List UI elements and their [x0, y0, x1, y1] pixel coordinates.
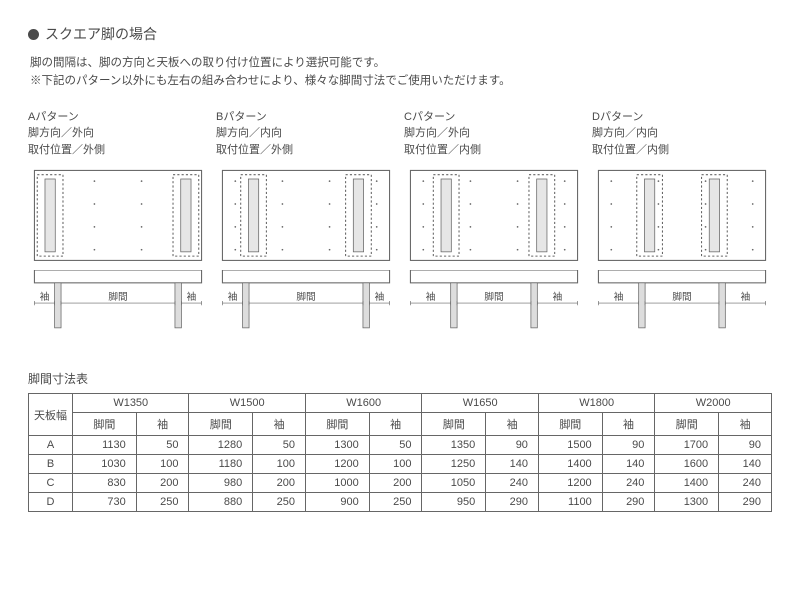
side-view-diagram: 袖 脚間 袖: [404, 270, 584, 350]
dimension-table: 天板幅W1350W1500W1600W1650W1800W2000脚間袖脚間袖脚…: [28, 393, 772, 512]
side-view-diagram: 袖 脚間 袖: [592, 270, 772, 350]
svg-text:袖: 袖: [553, 291, 563, 303]
pattern-direction: 脚方向／外向: [404, 125, 584, 142]
svg-text:袖: 袖: [375, 291, 385, 303]
pattern-block: Bパターン 脚方向／内向 取付位置／外側 袖 脚間 袖: [216, 109, 396, 350]
svg-text:袖: 袖: [187, 291, 197, 303]
table-title: 脚間寸法表: [28, 370, 772, 387]
title-text: スクエア脚の場合: [45, 24, 157, 44]
pattern-labels: Aパターン 脚方向／外向 取付位置／外側: [28, 109, 208, 159]
intro-line: 脚の間隔は、脚の方向と天板への取り付け位置により選択可能です。: [30, 54, 772, 72]
section-heading: スクエア脚の場合: [28, 24, 772, 44]
bullet-icon: [28, 29, 39, 40]
svg-text:脚間: 脚間: [296, 292, 315, 303]
svg-text:脚間: 脚間: [108, 292, 127, 303]
pattern-name: Dパターン: [592, 109, 772, 126]
pattern-position: 取付位置／外側: [216, 142, 396, 159]
intro-text: 脚の間隔は、脚の方向と天板への取り付け位置により選択可能です。 ※下記のパターン…: [30, 54, 772, 91]
pattern-direction: 脚方向／外向: [28, 125, 208, 142]
top-view-diagram: [404, 164, 584, 270]
pattern-direction: 脚方向／内向: [592, 125, 772, 142]
svg-text:脚間: 脚間: [484, 292, 503, 303]
pattern-block: Cパターン 脚方向／外向 取付位置／内側 袖 脚間 袖: [404, 109, 584, 350]
svg-text:袖: 袖: [228, 291, 238, 303]
pattern-block: Dパターン 脚方向／内向 取付位置／内側 袖 脚間 袖: [592, 109, 772, 350]
pattern-labels: Bパターン 脚方向／内向 取付位置／外側: [216, 109, 396, 159]
pattern-labels: Cパターン 脚方向／外向 取付位置／内側: [404, 109, 584, 159]
svg-text:袖: 袖: [741, 291, 751, 303]
pattern-position: 取付位置／外側: [28, 142, 208, 159]
pattern-name: Bパターン: [216, 109, 396, 126]
side-view-diagram: 袖 脚間 袖: [28, 270, 208, 350]
svg-text:袖: 袖: [40, 291, 50, 303]
pattern-block: Aパターン 脚方向／外向 取付位置／外側 袖 脚間 袖: [28, 109, 208, 350]
pattern-direction: 脚方向／内向: [216, 125, 396, 142]
top-view-diagram: [592, 164, 772, 270]
pattern-labels: Dパターン 脚方向／内向 取付位置／内側: [592, 109, 772, 159]
pattern-name: Cパターン: [404, 109, 584, 126]
svg-text:脚間: 脚間: [672, 292, 691, 303]
intro-line: ※下記のパターン以外にも左右の組み合わせにより、様々な脚間寸法でご使用いただけま…: [30, 72, 772, 90]
svg-text:袖: 袖: [614, 291, 624, 303]
top-view-diagram: [28, 164, 208, 270]
pattern-position: 取付位置／内側: [404, 142, 584, 159]
pattern-row: Aパターン 脚方向／外向 取付位置／外側 袖 脚間 袖: [28, 109, 772, 350]
pattern-position: 取付位置／内側: [592, 142, 772, 159]
top-view-diagram: [216, 164, 396, 270]
side-view-diagram: 袖 脚間 袖: [216, 270, 396, 350]
pattern-name: Aパターン: [28, 109, 208, 126]
svg-text:袖: 袖: [426, 291, 436, 303]
